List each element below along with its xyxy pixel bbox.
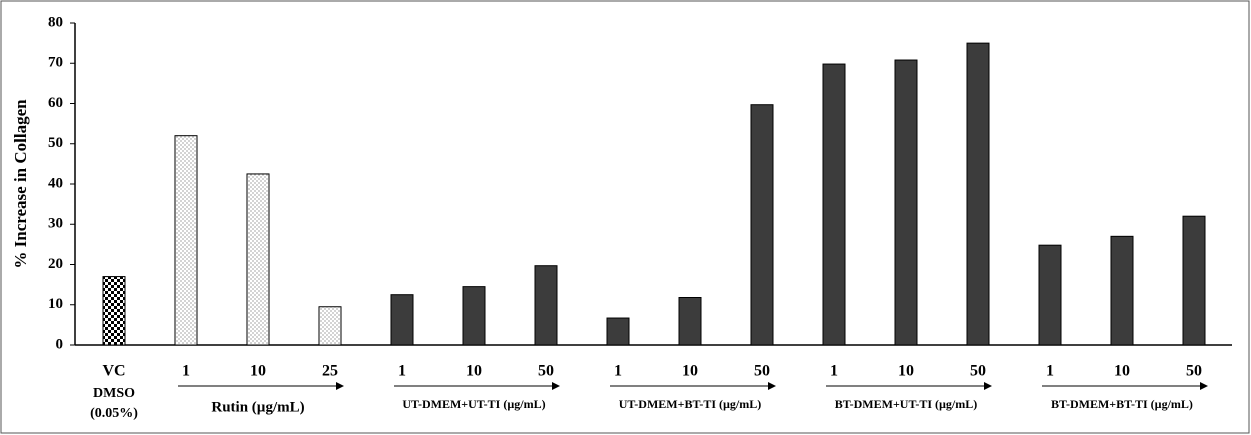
group-label: UT-DMEM+UT-TI (µg/mL): [402, 397, 545, 411]
x-tick-label: 50: [754, 363, 770, 380]
bar: [966, 42, 990, 346]
y-tick-label: 0: [56, 336, 64, 352]
x-tick-label: 10: [466, 363, 482, 380]
y-axis-title: % Increase in Collagen: [11, 99, 30, 269]
y-tick-label: 30: [48, 216, 63, 232]
y-tick-label: 10: [48, 296, 63, 312]
bar: [534, 265, 558, 346]
bar: [390, 294, 414, 346]
group-label: BT-DMEM+BT-TI (µg/mL): [1051, 397, 1193, 411]
x-tick-label: 10: [250, 363, 266, 380]
bar: [750, 104, 774, 346]
bar: [894, 59, 918, 346]
x-tick-label: 10: [682, 363, 698, 380]
bar: [462, 286, 486, 346]
x-tick-label: 1: [398, 363, 406, 380]
x-tick-label: 1: [830, 363, 838, 380]
group-label: Rutin (µg/mL): [211, 399, 304, 415]
x-tick-label: 25: [322, 363, 338, 380]
category-note: (0.05%): [90, 406, 138, 421]
y-tick-label: 80: [48, 14, 63, 30]
x-tick-label: 1: [182, 363, 190, 380]
x-tick-label: 50: [1186, 363, 1202, 380]
bar: [606, 317, 630, 346]
bar: [822, 63, 846, 346]
bar: [1038, 244, 1062, 346]
bar: [102, 276, 126, 346]
x-tick-label: 10: [1114, 363, 1130, 380]
x-tick-label: 1: [614, 363, 622, 380]
x-tick-label: VC: [102, 363, 125, 380]
bar: [246, 173, 270, 346]
x-tick-label: 10: [898, 363, 914, 380]
x-tick-label: 1: [1046, 363, 1054, 380]
y-tick-label: 70: [48, 55, 63, 71]
y-tick-label: 40: [48, 175, 63, 191]
bar: [1182, 215, 1206, 346]
bar: [318, 306, 342, 346]
group-label: UT-DMEM+BT-TI (µg/mL): [619, 397, 762, 411]
category-note: DMSO: [93, 386, 135, 401]
y-tick-label: 20: [48, 256, 63, 272]
x-tick-label: 50: [970, 363, 986, 380]
group-label: BT-DMEM+UT-TI (µg/mL): [835, 397, 978, 411]
y-tick-label: 50: [48, 135, 63, 151]
bar: [1110, 235, 1134, 346]
x-tick-label: 50: [538, 363, 554, 380]
bar: [678, 297, 702, 346]
bar: [174, 135, 198, 346]
y-tick-label: 60: [48, 95, 63, 111]
